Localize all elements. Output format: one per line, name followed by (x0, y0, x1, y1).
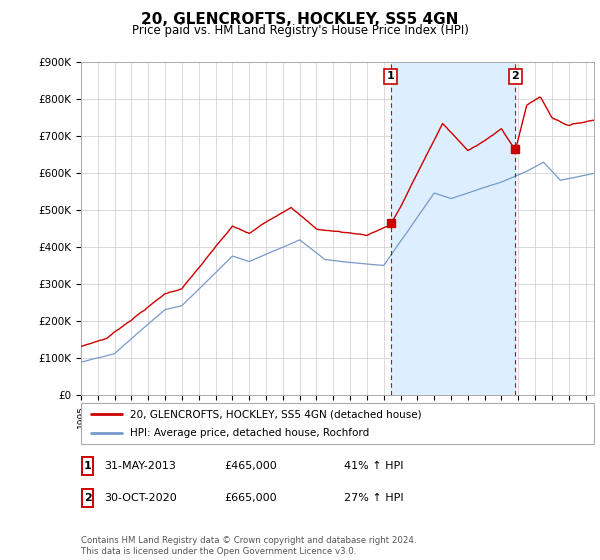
Text: HPI: Average price, detached house, Rochford: HPI: Average price, detached house, Roch… (130, 428, 369, 437)
Text: 1: 1 (387, 72, 395, 81)
Text: 30-OCT-2020: 30-OCT-2020 (104, 493, 176, 503)
Text: 41% ↑ HPI: 41% ↑ HPI (344, 461, 403, 471)
Bar (82, 457, 93, 475)
Text: 2: 2 (512, 72, 520, 81)
Text: Price paid vs. HM Land Registry's House Price Index (HPI): Price paid vs. HM Land Registry's House … (131, 24, 469, 36)
Text: 31-MAY-2013: 31-MAY-2013 (104, 461, 176, 471)
Text: 1: 1 (84, 461, 91, 471)
Text: £665,000: £665,000 (224, 493, 277, 503)
Text: 20, GLENCROFTS, HOCKLEY, SS5 4GN (detached house): 20, GLENCROFTS, HOCKLEY, SS5 4GN (detach… (130, 409, 421, 419)
Text: 2: 2 (84, 493, 91, 503)
Text: £465,000: £465,000 (224, 461, 277, 471)
Bar (391, 62, 515, 395)
Bar (82, 489, 93, 507)
Text: 27% ↑ HPI: 27% ↑ HPI (344, 493, 403, 503)
Text: 20, GLENCROFTS, HOCKLEY, SS5 4GN: 20, GLENCROFTS, HOCKLEY, SS5 4GN (142, 12, 458, 27)
Text: Contains HM Land Registry data © Crown copyright and database right 2024.
This d: Contains HM Land Registry data © Crown c… (81, 536, 416, 556)
